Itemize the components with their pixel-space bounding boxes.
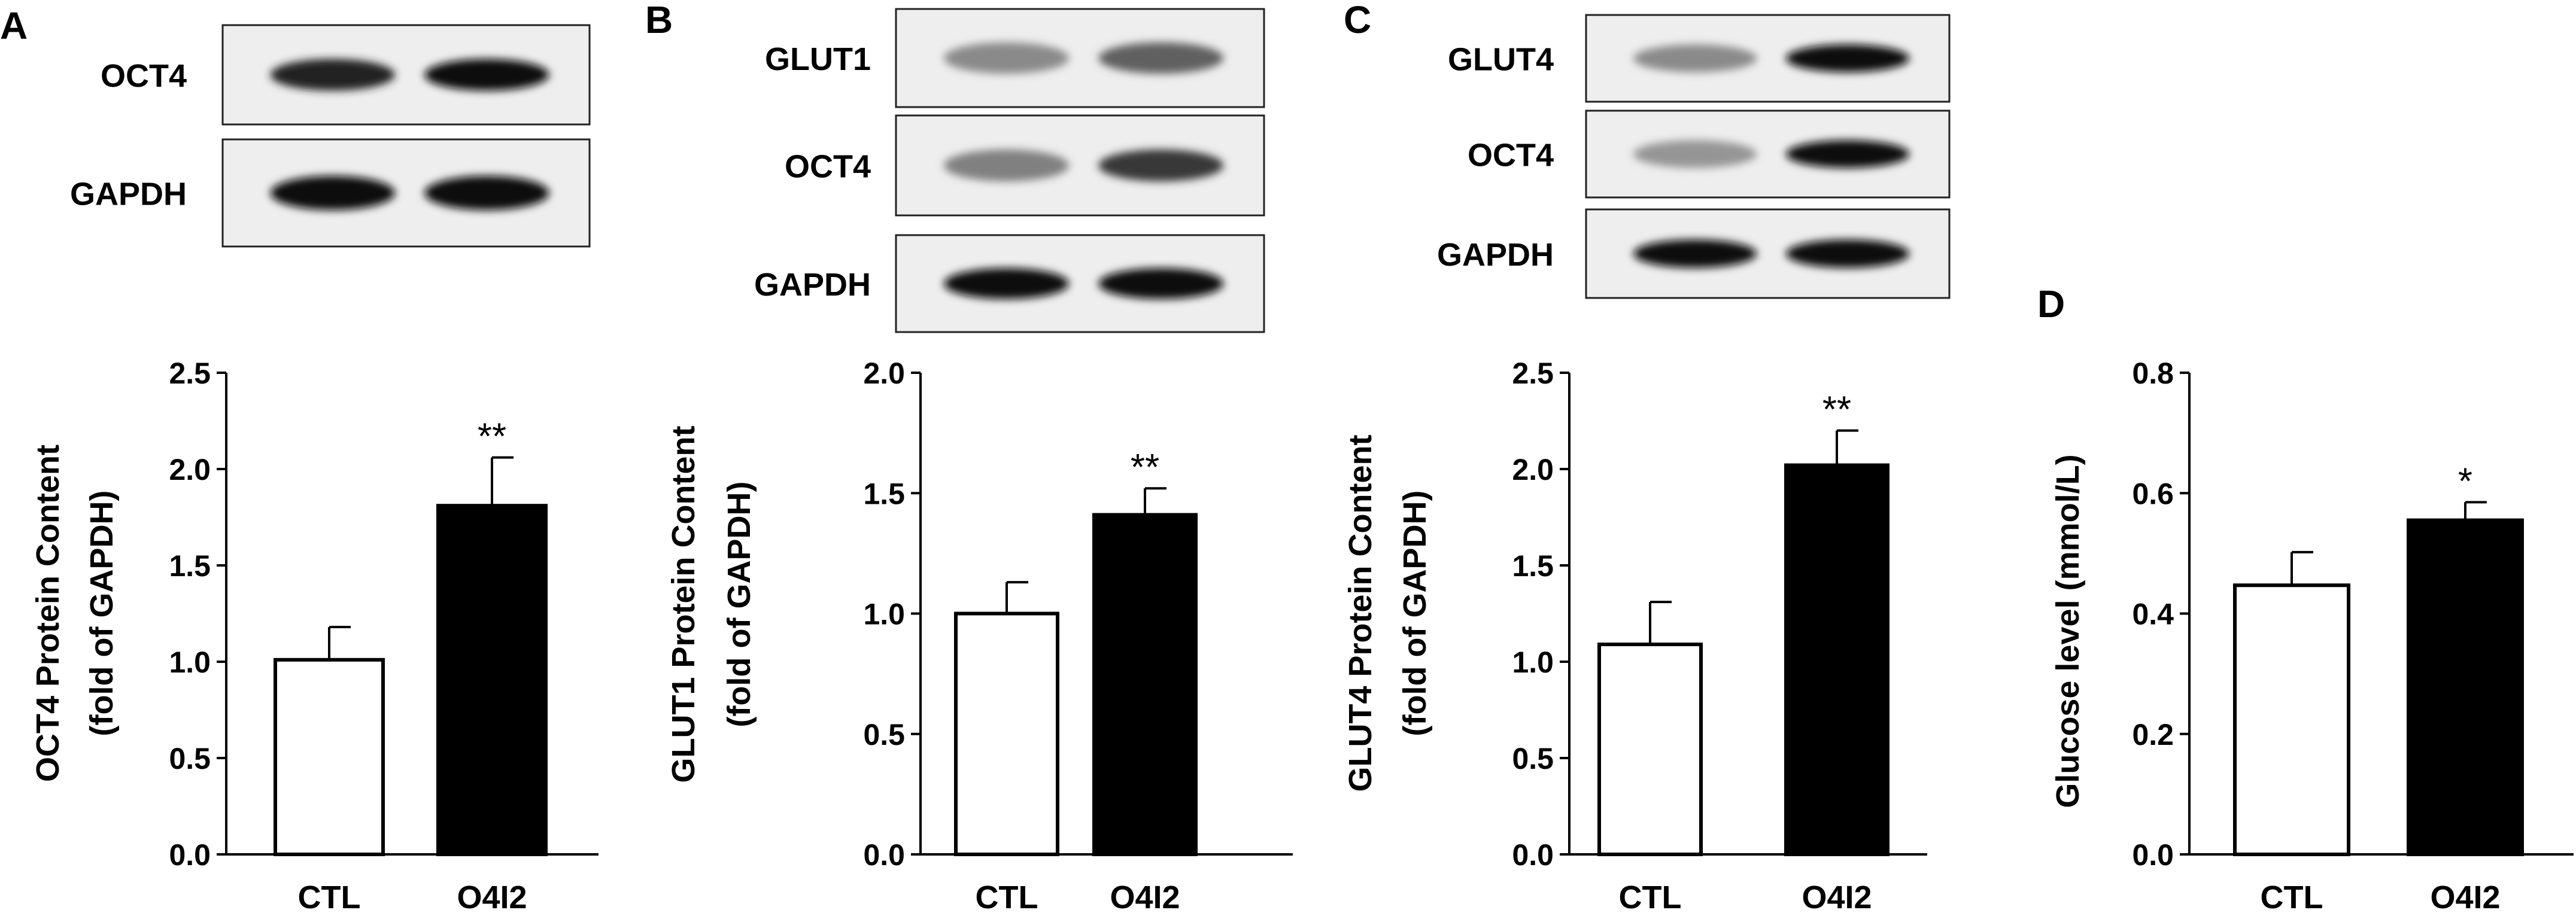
blot-label: GAPDH: [70, 176, 187, 212]
y-tick-label: 2.0: [169, 453, 211, 486]
y-tick-label: 0.6: [2132, 477, 2174, 510]
blot-band: [270, 175, 396, 211]
y-tick-label: 1.5: [1512, 549, 1554, 583]
y-tick-label: 1.0: [863, 598, 905, 631]
y-tick-label: 2.0: [863, 357, 905, 390]
blot-band: [1633, 140, 1757, 168]
blot-band: [1785, 239, 1910, 268]
y-tick-label: 0.0: [863, 838, 905, 872]
bar-ctl: [954, 611, 1059, 856]
blot-band: [424, 59, 549, 91]
blot-band: [943, 42, 1070, 74]
bar-ctl: [2233, 583, 2350, 856]
blot-band: [1633, 44, 1757, 72]
blot-band: [1098, 149, 1224, 182]
y-axis-label: (fold of GAPDH): [1397, 491, 1433, 737]
blot-band: [1785, 44, 1910, 72]
bar-chart: 0.0 0.5 1.0 1.5 2.0 2.5 CTL ** O4I2 OCT4 Protein …: [30, 357, 599, 915]
blot-band: [943, 149, 1070, 182]
y-tick-label: 1.0: [169, 646, 211, 679]
panel-b: B GLUT1 OCT4 GAPDH 0.0 0.5 1.0 1.5 2.0 CTL ** O4I2 G…: [645, 0, 1293, 915]
y-axis-label: (fold of GAPDH): [721, 482, 757, 728]
x-tick-label: O4I2: [1802, 880, 1872, 915]
x-tick-label: O4I2: [2430, 880, 2500, 915]
blot-row-gapdh: GAPDH: [1437, 208, 1951, 299]
blot-band: [1785, 140, 1910, 168]
y-tick-label: 0.5: [1512, 742, 1554, 775]
bar-o4i2: [1092, 513, 1198, 856]
blot-band: [1098, 268, 1224, 299]
x-tick-label: O4I2: [1110, 880, 1180, 915]
panel-a: A OCT4 GAPDH 0.0 0.5 1.0 1.5 2.0 2.5 CTL ** O4I2 OCT…: [0, 4, 599, 915]
blot-band: [270, 59, 396, 91]
x-tick-label: CTL: [298, 880, 361, 915]
y-tick-label: 0.0: [169, 838, 211, 872]
significance-marker: **: [1131, 447, 1159, 488]
x-tick-label: O4I2: [457, 880, 527, 915]
y-axis-label: OCT4 Protein Content: [30, 445, 66, 782]
bar-o4i2: [2407, 518, 2524, 856]
blot-band: [424, 175, 549, 211]
blot-label: OCT4: [1468, 138, 1554, 174]
bar-ctl: [1597, 643, 1703, 857]
significance-marker: *: [2458, 461, 2472, 502]
blot-label: GAPDH: [754, 267, 871, 303]
blot-band: [1633, 239, 1757, 268]
blot-row-gapdh: GAPDH: [70, 138, 591, 248]
y-axis-label: Glucose level (mmol/L): [2050, 454, 2086, 808]
panel-letter: B: [645, 0, 673, 41]
bar-ctl: [274, 658, 385, 857]
bar-chart: 0.0 0.5 1.0 1.5 2.0 CTL ** O4I2 GLUT1 Protein Co…: [666, 357, 1293, 915]
x-tick-label: CTL: [976, 880, 1038, 915]
y-axis-label: GLUT4 Protein Content: [1342, 434, 1378, 792]
y-tick-label: 1.5: [863, 477, 905, 510]
blot-band: [1098, 42, 1224, 74]
y-tick-label: 0.5: [169, 742, 211, 775]
panel-c: C GLUT4 OCT4 GAPDH 0.0 0.5 1.0 1.5 2.0 2.5 CTL ** O4…: [1342, 0, 1951, 915]
y-tick-label: 2.0: [1512, 453, 1554, 486]
blot-row-oct4: OCT4: [785, 114, 1265, 217]
bar-chart: 0.0 0.5 1.0 1.5 2.0 2.5 CTL ** O4I2 GLUT4 Protein…: [1342, 357, 1927, 915]
blot-row-gapdh: GAPDH: [754, 234, 1265, 333]
panel-letter: D: [2037, 282, 2065, 325]
blot-row-oct4: OCT4: [1468, 109, 1951, 199]
x-tick-label: CTL: [1619, 880, 1682, 915]
blot-label: GLUT1: [765, 41, 871, 77]
y-axis-label: (fold of GAPDH): [84, 491, 120, 737]
blot-row-glut1: GLUT1: [765, 8, 1265, 108]
y-tick-label: 0.0: [2132, 838, 2174, 872]
x-tick-label: CTL: [2261, 880, 2323, 915]
blot-label: OCT4: [785, 149, 871, 185]
bar-o4i2: [1784, 463, 1890, 856]
blot-row-glut4: GLUT4: [1448, 14, 1951, 103]
panel-letter: A: [0, 4, 28, 47]
panel-letter: C: [1344, 0, 1371, 41]
y-tick-label: 0.8: [2132, 357, 2174, 390]
blot-label: GAPDH: [1437, 237, 1554, 273]
y-tick-label: 0.4: [2132, 598, 2174, 631]
blot-band: [943, 268, 1070, 299]
y-tick-label: 1.0: [1512, 646, 1554, 679]
y-tick-label: 2.5: [169, 357, 211, 390]
blot-label: GLUT4: [1448, 42, 1554, 78]
significance-marker: **: [1822, 389, 1851, 431]
bar-o4i2: [436, 504, 548, 856]
y-tick-label: 0.0: [1512, 838, 1554, 872]
y-tick-label: 2.5: [1512, 357, 1554, 390]
y-tick-label: 0.5: [863, 718, 905, 751]
bar-chart: 0.0 0.2 0.4 0.6 0.8 CTL * O4I2 Glucose level (mm…: [2050, 357, 2574, 915]
blot-label: OCT4: [101, 58, 187, 94]
panel-d: D 0.0 0.2 0.4 0.6 0.8 CTL * O4I2 Glucose level (m…: [2037, 282, 2574, 915]
y-tick-label: 0.2: [2132, 718, 2174, 751]
y-tick-label: 1.5: [169, 549, 211, 583]
blot-row-oct4: OCT4: [101, 24, 591, 126]
y-axis-label: GLUT1 Protein Content: [666, 425, 701, 783]
significance-marker: **: [478, 416, 506, 458]
